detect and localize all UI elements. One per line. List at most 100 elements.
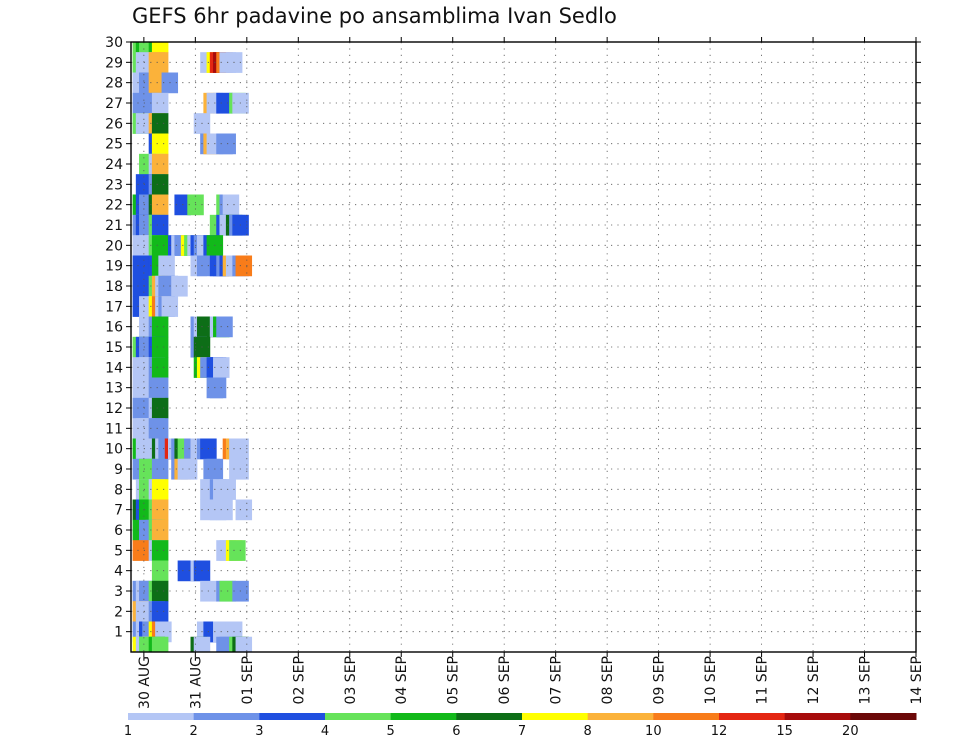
heatmap-cell: [151, 194, 169, 216]
legend-swatch: [456, 713, 523, 720]
heatmap-cell: [139, 42, 156, 53]
y-tick-label: 11: [105, 421, 123, 437]
y-tick-label: 21: [105, 218, 123, 234]
legend-swatch: [325, 713, 392, 720]
legend-label: 20: [842, 724, 859, 739]
legend-swatch: [850, 713, 917, 720]
x-tick-label: 06 SEP: [497, 656, 513, 704]
y-tick-label: 3: [114, 584, 123, 600]
heatmap-cell: [132, 255, 150, 277]
legend-label: 3: [255, 724, 263, 739]
heatmap-cell: [193, 636, 211, 653]
heatmap-cell: [158, 255, 175, 277]
x-tick-label: 13 SEP: [858, 656, 874, 704]
chart-title: GEFS 6hr padavine po ansamblima Ivan Sed…: [132, 4, 617, 28]
y-tick-label: 17: [105, 299, 123, 315]
heatmap-cell: [229, 540, 246, 561]
legend-label: 15: [776, 724, 793, 739]
x-tick-label: 04 SEP: [394, 656, 410, 704]
x-tick-label: 10 SEP: [703, 656, 719, 704]
legend-label: 10: [645, 724, 662, 739]
legend-label: 1: [124, 724, 132, 739]
heatmap-cell: [151, 377, 169, 399]
y-tick-label: 22: [105, 198, 123, 214]
heatmap-cell: [151, 214, 169, 236]
legend-swatch: [587, 713, 654, 720]
y-tick-label: 14: [105, 360, 123, 376]
heatmap-cell: [151, 316, 169, 338]
heatmap-cell: [151, 92, 169, 114]
heatmap-cell: [151, 601, 169, 622]
y-tick-label: 24: [105, 157, 123, 173]
heatmap-cell: [216, 92, 233, 114]
y-tick-label: 25: [105, 137, 123, 153]
heatmap-cell: [151, 235, 169, 256]
legend-label: 5: [387, 724, 395, 739]
y-tick-label: 8: [114, 482, 123, 498]
heatmap-cell: [151, 540, 169, 561]
legend-label: 8: [584, 724, 592, 739]
legend-swatch: [522, 713, 589, 720]
y-tick-label: 29: [105, 55, 123, 71]
legend-swatch: [390, 713, 457, 720]
heatmap-cell: [235, 255, 253, 277]
y-tick-label: 1: [114, 625, 123, 641]
heatmap-cell: [151, 560, 169, 582]
heatmap-cell: [151, 418, 169, 439]
x-tick-label: 09 SEP: [652, 656, 668, 704]
heatmap-cell: [151, 499, 169, 521]
y-tick-label: 26: [105, 116, 123, 132]
legend-label: 2: [190, 724, 198, 739]
x-tick-label: 12 SEP: [806, 656, 822, 704]
heatmap-cell: [151, 479, 169, 500]
heatmap-cell: [151, 458, 169, 480]
legend-label: 7: [518, 724, 526, 739]
y-tick-label: 18: [105, 279, 123, 295]
x-tick-label: 08 SEP: [600, 656, 616, 704]
x-tick-label: 02 SEP: [291, 656, 307, 704]
y-tick-label: 19: [105, 259, 123, 275]
legend-label: 12: [711, 724, 728, 739]
y-tick-label: 2: [114, 604, 123, 620]
heatmap-cell: [196, 255, 214, 277]
heatmap-cell: [235, 636, 253, 653]
x-tick-label: 03 SEP: [343, 656, 359, 704]
legend-swatch: [193, 713, 260, 720]
x-tick-label: 14 SEP: [909, 656, 925, 704]
y-tick-label: 27: [105, 96, 123, 112]
heatmap-cell: [151, 519, 169, 541]
heatmap-cell: [177, 560, 195, 582]
heatmap-cell: [132, 275, 150, 297]
y-tick-label: 20: [105, 238, 123, 254]
heatmap-cell: [151, 52, 169, 73]
plot-area: [131, 42, 916, 652]
heatmap-cell: [151, 153, 169, 175]
heatmap-cell: [132, 540, 150, 561]
heatmap-cell: [151, 636, 169, 653]
legend-swatch: [719, 713, 786, 720]
heatmap-cell: [151, 113, 169, 134]
y-tick-label: 15: [105, 340, 123, 356]
heatmap-cell: [151, 42, 169, 53]
heatmap-cell: [209, 377, 227, 399]
legend-label: 4: [321, 724, 329, 739]
legend-swatch: [784, 713, 851, 720]
heatmap-cell: [216, 499, 233, 521]
y-tick-label: 16: [105, 320, 123, 336]
y-tick-label: 7: [114, 503, 123, 519]
heatmap-cell: [196, 316, 214, 338]
y-tick-label: 5: [114, 543, 123, 559]
heatmap-cell: [216, 316, 233, 338]
legend-swatch: [128, 713, 195, 720]
x-tick-label: 01 SEP: [240, 656, 256, 704]
legend-label: 6: [452, 724, 460, 739]
y-tick-label: 4: [114, 564, 123, 580]
heatmap-cell: [171, 275, 188, 297]
y-tick-label: 13: [105, 381, 123, 397]
y-tick-label: 10: [105, 442, 123, 458]
heatmap-cell: [151, 357, 169, 378]
heatmap-cell: [151, 397, 169, 419]
y-tick-label: 6: [114, 523, 123, 539]
y-tick-label: 23: [105, 177, 123, 193]
